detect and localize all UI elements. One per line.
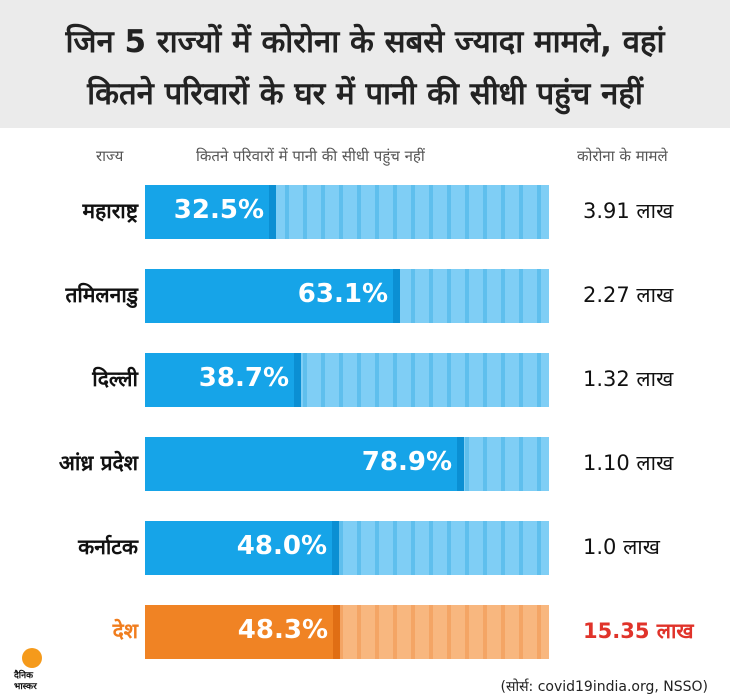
bar-track: 32.5% bbox=[145, 185, 549, 239]
dainik-bhaskar-logo: दैनिक भास्कर bbox=[14, 648, 52, 692]
bar-value-label: 48.0% bbox=[236, 531, 327, 561]
header-banner: जिन 5 राज्यों में कोरोना के सबसे ज्यादा … bbox=[0, 0, 730, 128]
bar bbox=[145, 605, 340, 659]
state-label: तमिलनाडु bbox=[65, 283, 138, 307]
bar-value-label: 63.1% bbox=[297, 279, 388, 309]
chart-row: कर्नाटक 48.0% 1.0 लाख bbox=[0, 521, 730, 575]
bar-track: 48.0% bbox=[145, 521, 549, 575]
column-header-state: राज्य bbox=[96, 147, 124, 165]
chart-row: महाराष्ट्र 32.5% 3.91 लाख bbox=[0, 185, 730, 239]
bar bbox=[145, 185, 276, 239]
bar-track: 48.3% bbox=[145, 605, 549, 659]
bar-value-label: 78.9% bbox=[361, 447, 452, 477]
logo-text-line-1: दैनिक bbox=[14, 671, 34, 681]
cases-value: 1.32 लाख bbox=[583, 367, 674, 391]
state-label: आंध्र प्रदेश bbox=[58, 451, 138, 475]
state-label: देश bbox=[112, 619, 138, 643]
bar-track: 63.1% bbox=[145, 269, 549, 323]
state-label: महाराष्ट्र bbox=[82, 199, 138, 223]
bar bbox=[145, 437, 464, 491]
bar bbox=[145, 269, 400, 323]
column-header-water: कितने परिवारों में पानी की सीधी पहुंच नह… bbox=[196, 147, 425, 165]
chart-row: दिल्ली 38.7% 1.32 लाख bbox=[0, 353, 730, 407]
state-label: कर्नाटक bbox=[78, 535, 138, 559]
cases-value: 1.10 लाख bbox=[583, 451, 674, 475]
chart-row: देश 48.3% 15.35 लाख bbox=[0, 605, 730, 659]
source-note: (सोर्स: covid19india.org, NSSO) bbox=[500, 679, 708, 695]
cases-value: 15.35 लाख bbox=[583, 619, 694, 643]
bar-value-label: 32.5% bbox=[173, 195, 264, 225]
cases-value: 1.0 लाख bbox=[583, 535, 660, 559]
logo-text-line-2: भास्कर bbox=[14, 682, 37, 692]
cases-value: 3.91 लाख bbox=[583, 199, 674, 223]
title-line-2: कितने परिवारों के घर में पानी की सीधी पह… bbox=[87, 76, 643, 112]
sun-icon bbox=[22, 648, 42, 668]
bar bbox=[145, 353, 301, 407]
bar-track: 78.9% bbox=[145, 437, 549, 491]
bar-track: 38.7% bbox=[145, 353, 549, 407]
chart-row: आंध्र प्रदेश 78.9% 1.10 लाख bbox=[0, 437, 730, 491]
chart-row: तमिलनाडु 63.1% 2.27 लाख bbox=[0, 269, 730, 323]
state-label: दिल्ली bbox=[92, 367, 138, 391]
column-header-cases: कोरोना के मामले bbox=[577, 147, 668, 165]
bar-value-label: 48.3% bbox=[237, 615, 328, 645]
bar bbox=[145, 521, 339, 575]
bar-value-label: 38.7% bbox=[198, 363, 289, 393]
title-line-1: जिन 5 राज्यों में कोरोना के सबसे ज्यादा … bbox=[65, 24, 665, 60]
cases-value: 2.27 लाख bbox=[583, 283, 674, 307]
